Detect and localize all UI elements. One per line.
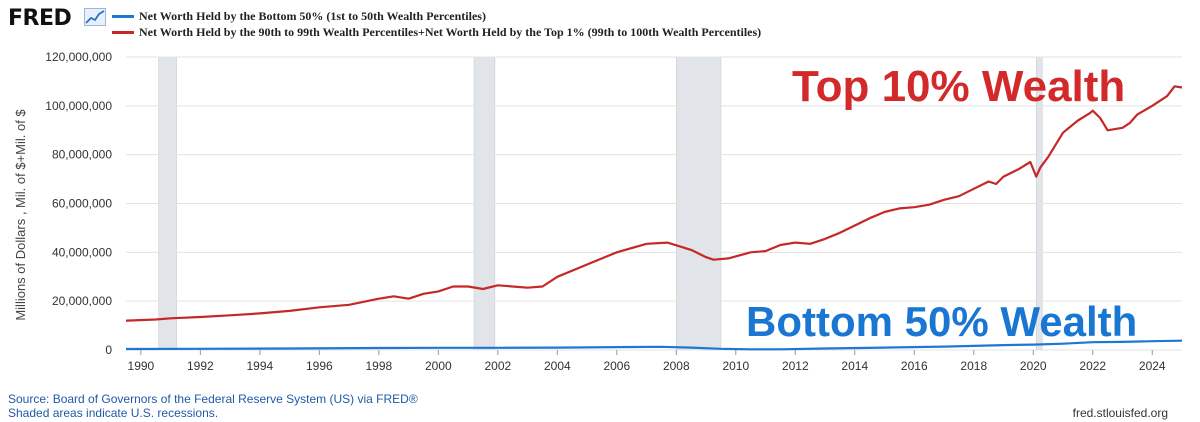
x-tick-label: 2004: [544, 359, 571, 373]
x-tick-label: 2002: [484, 359, 511, 373]
x-tick-label: 2000: [425, 359, 452, 373]
y-tick-label: 100,000,000: [45, 99, 112, 113]
legend-swatch-red: [112, 30, 134, 34]
x-tick-label: 2010: [722, 359, 749, 373]
y-tick-label: 20,000,000: [52, 294, 112, 308]
y-tick-label: 80,000,000: [52, 148, 112, 162]
legend-item-bottom-50[interactable]: Net Worth Held by the Bottom 50% (1st to…: [112, 8, 761, 24]
x-tick-label: 2020: [1020, 359, 1047, 373]
x-tick-label: 1990: [128, 359, 155, 373]
line-chart-icon: [84, 8, 106, 26]
x-tick-label: 2022: [1079, 359, 1106, 373]
x-tick-label: 2006: [603, 359, 630, 373]
fred-logo[interactable]: FRED: [8, 6, 72, 31]
annotation-top-10: Top 10% Wealth: [792, 62, 1125, 111]
x-tick-label: 2012: [782, 359, 809, 373]
x-tick-label: 1994: [247, 359, 274, 373]
chart-legend: Net Worth Held by the Bottom 50% (1st to…: [112, 8, 761, 40]
x-axis-ticks: 1990 1992 1994 1996 1998 2000 2002 2004 2006 2008…: [128, 350, 1166, 373]
x-tick-label: 2008: [663, 359, 690, 373]
y-axis-ticks: 0 20,000,000 40,000,000 60,000,000 80,000,00…: [45, 50, 112, 357]
x-tick-label: 2018: [960, 359, 987, 373]
x-tick-label: 2016: [901, 359, 928, 373]
chart-footer: Source: Board of Governors of the Federa…: [8, 392, 418, 420]
y-tick-label: 0: [105, 343, 112, 357]
gridlines: [126, 56, 1182, 351]
x-tick-label: 1998: [365, 359, 392, 373]
y-tick-label: 40,000,000: [52, 245, 112, 259]
annotation-bottom-50: Bottom 50% Wealth: [746, 298, 1137, 345]
y-tick-label: 60,000,000: [52, 197, 112, 211]
y-tick-label: 120,000,000: [45, 50, 112, 64]
x-tick-label: 2014: [841, 359, 868, 373]
source-note: Source: Board of Governors of the Federa…: [8, 392, 418, 406]
legend-label: Net Worth Held by the 90th to 99th Wealt…: [139, 25, 762, 39]
y-axis-label: Millions of Dollars , Mil. of $+Mil. of …: [13, 109, 28, 321]
legend-swatch-blue: [112, 14, 134, 18]
x-tick-label: 1996: [306, 359, 333, 373]
recession-note: Shaded areas indicate U.S. recessions.: [8, 406, 219, 420]
x-tick-label: 1992: [187, 359, 214, 373]
series-line-bottom-50: [125, 339, 1183, 351]
line-chart[interactable]: 0 20,000,000 40,000,000 60,000,000 80,000,00…: [0, 0, 1200, 392]
series-lines: [125, 85, 1183, 351]
legend-item-top-10[interactable]: Net Worth Held by the 90th to 99th Wealt…: [112, 24, 761, 40]
x-tick-label: 2024: [1139, 359, 1166, 373]
legend-label: Net Worth Held by the Bottom 50% (1st to…: [139, 9, 486, 23]
series-line-top-10: [125, 85, 1183, 322]
site-link[interactable]: fred.stlouisfed.org: [1072, 406, 1168, 420]
